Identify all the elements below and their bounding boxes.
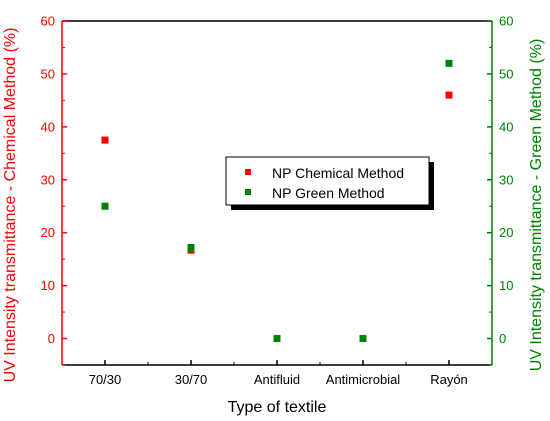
right-y-tick-label: 0 [499, 331, 506, 346]
x-tick-label: Antimicrobial [326, 372, 401, 387]
legend-marker-green [245, 189, 251, 195]
data-point-green [273, 335, 281, 343]
legend: NP Chemical Method NP Green Method [225, 156, 434, 210]
x-axis-title: Type of textile [228, 399, 327, 416]
left-y-tick-label: 30 [41, 172, 55, 187]
right-y-tick-label: 10 [499, 278, 513, 293]
legend-label-chemical: NP Chemical Method [272, 165, 404, 181]
right-y-axis: 0 10 20 30 40 50 60 [487, 14, 513, 366]
right-y-tick-label: 50 [499, 66, 513, 81]
x-tick-label: 70/30 [89, 372, 122, 387]
data-point-green [359, 335, 367, 343]
x-tick-label: Antifluid [254, 372, 300, 387]
right-y-tick-label: 30 [499, 172, 513, 187]
data-marks [101, 59, 453, 343]
left-y-tick-label: 20 [41, 225, 55, 240]
x-tick-label: Rayón [430, 372, 468, 387]
left-y-tick-label: 60 [41, 14, 55, 29]
left-y-axis-title: UV Intensity transmittance - Chemical Me… [2, 28, 19, 383]
x-axis: 70/30 30/70 Antifluid Antimicrobial Rayón [89, 360, 468, 387]
left-y-tick-label: 40 [41, 119, 55, 134]
data-point-green [187, 244, 195, 252]
left-y-axis: 0 10 20 30 40 50 60 [41, 14, 67, 366]
legend-label-green: NP Green Method [272, 185, 385, 201]
left-y-tick-label: 0 [48, 331, 55, 346]
right-y-tick-label: 20 [499, 225, 513, 240]
left-y-tick-label: 50 [41, 66, 55, 81]
legend-box [225, 156, 430, 206]
data-point-green [445, 59, 453, 67]
legend-marker-chemical [245, 169, 251, 175]
right-y-axis-title: UV Intensity transmittance - Green Metho… [528, 39, 545, 372]
left-y-tick-label: 10 [41, 278, 55, 293]
right-y-tick-label: 40 [499, 119, 513, 134]
data-point-chemical [445, 91, 453, 99]
data-point-chemical [101, 136, 109, 144]
data-point-green [101, 202, 109, 210]
x-tick-label: 30/70 [175, 372, 208, 387]
right-y-tick-label: 60 [499, 14, 513, 29]
